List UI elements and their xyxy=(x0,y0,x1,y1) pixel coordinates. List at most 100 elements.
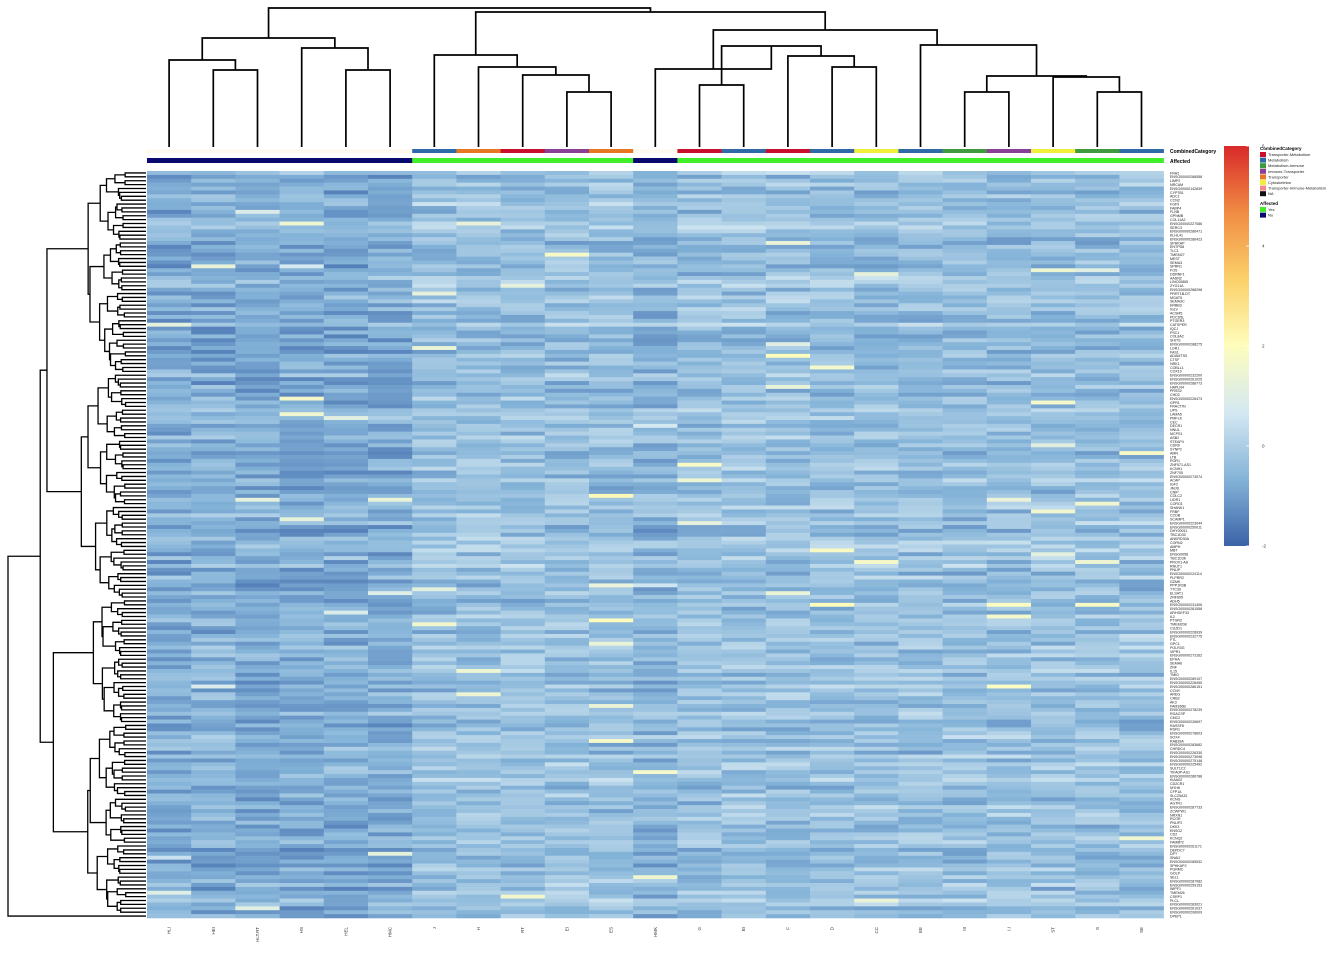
heatmap-cell xyxy=(544,684,590,689)
heatmap-cell xyxy=(677,649,722,654)
heatmap-cell xyxy=(235,871,280,876)
gene-label: ENSG00000278603 xyxy=(1170,732,1202,736)
heatmap-cell xyxy=(191,396,236,401)
heatmap-cell xyxy=(721,836,767,841)
heatmap-cell xyxy=(1119,435,1164,440)
dendrogram-branch xyxy=(114,641,125,652)
heatmap-cell xyxy=(986,785,1032,790)
heatmap-cell xyxy=(500,490,546,495)
heatmap-cell xyxy=(235,750,280,755)
heatmap-cell xyxy=(1119,707,1164,713)
heatmap-cell xyxy=(412,855,457,860)
heatmap-cell xyxy=(898,521,943,526)
heatmap-cell xyxy=(1119,178,1164,183)
heatmap-cell xyxy=(544,583,590,588)
heatmap-cell xyxy=(1075,707,1120,713)
heatmap-cell xyxy=(633,571,678,576)
heatmap-cell xyxy=(942,174,988,180)
heatmap-cell xyxy=(544,847,590,853)
heatmap-cell xyxy=(544,416,590,421)
heatmap-cell xyxy=(898,400,943,405)
heatmap-cell xyxy=(986,287,1032,292)
heatmap-cell xyxy=(765,696,811,701)
heatmap-cell xyxy=(500,478,546,483)
heatmap-cell xyxy=(810,466,855,471)
heatmap-cell xyxy=(677,598,722,604)
heatmap-cell xyxy=(323,719,369,724)
heatmap-cell xyxy=(1075,322,1120,327)
dendrogram-branch xyxy=(114,661,119,675)
heatmap-cell xyxy=(500,186,546,191)
heatmap-cell xyxy=(854,618,899,623)
heatmap-cell xyxy=(721,396,767,401)
heatmap-cell xyxy=(589,816,634,822)
heatmap-cell xyxy=(191,427,236,432)
heatmap-cell xyxy=(412,707,457,713)
heatmap-cell xyxy=(942,412,988,417)
heatmap-cell xyxy=(765,567,811,573)
heatmap-cell xyxy=(235,680,280,685)
heatmap-cell xyxy=(323,388,369,394)
dendrogram-branch xyxy=(124,401,146,408)
heatmap-cell xyxy=(986,276,1032,281)
heatmap-cell xyxy=(677,486,722,491)
heatmap-cell xyxy=(721,248,767,253)
heatmap-cell xyxy=(323,233,369,238)
heatmap-cell xyxy=(942,408,988,413)
heatmap-cell xyxy=(279,365,325,370)
heatmap-cell xyxy=(898,622,943,627)
heatmap-cell xyxy=(456,384,501,390)
heatmap-cell xyxy=(500,863,546,868)
heatmap-cell xyxy=(544,544,590,549)
heatmap-cell xyxy=(412,630,457,635)
heatmap-cell xyxy=(854,777,899,783)
heatmap-cell xyxy=(412,781,457,787)
heatmap-cell xyxy=(191,361,236,366)
heatmap-cell xyxy=(898,252,943,257)
heatmap-cell xyxy=(279,902,325,907)
heatmap-cell xyxy=(1119,715,1164,720)
heatmap-cell xyxy=(544,490,590,495)
heatmap-cell xyxy=(721,665,767,670)
sample-label: ST xyxy=(1051,927,1056,933)
heatmap-cell xyxy=(1031,540,1076,545)
heatmap-cell xyxy=(412,715,457,720)
heatmap-cell xyxy=(544,579,590,584)
heatmap-cell xyxy=(235,334,280,339)
heatmap-cell xyxy=(544,447,590,452)
heatmap-cell xyxy=(544,641,590,646)
heatmap-cell xyxy=(235,789,280,794)
dendrogram-branch xyxy=(300,47,369,147)
heatmap-cell xyxy=(323,894,369,899)
heatmap-cell xyxy=(589,279,634,285)
heatmap-cell xyxy=(147,299,192,304)
heatmap-cell xyxy=(898,451,943,456)
heatmap-cell xyxy=(412,560,457,565)
heatmap-cell xyxy=(721,517,767,522)
heatmap-cell xyxy=(235,365,280,370)
heatmap-cell xyxy=(500,875,546,880)
heatmap-cell xyxy=(544,595,590,600)
heatmap-cell xyxy=(368,882,413,888)
heatmap-cell xyxy=(1031,571,1076,576)
heatmap-cell xyxy=(191,252,236,257)
heatmap-cell xyxy=(633,244,678,250)
heatmap-cell xyxy=(810,357,855,362)
heatmap-cell xyxy=(677,894,722,899)
heatmap-cell xyxy=(323,521,369,526)
heatmap-cell xyxy=(412,680,457,685)
heatmap-cell xyxy=(898,186,943,191)
heatmap-cell xyxy=(235,353,280,359)
heatmap-cell xyxy=(633,665,678,670)
heatmap-cell xyxy=(765,820,811,825)
heatmap-cell xyxy=(1119,777,1164,783)
category-annotation-cell xyxy=(898,149,943,153)
heatmap-cell xyxy=(633,567,678,573)
heatmap-cell xyxy=(147,252,192,257)
heatmap-cell xyxy=(633,575,678,580)
heatmap-cell xyxy=(368,486,413,491)
heatmap-cell xyxy=(677,182,722,187)
heatmap-cell xyxy=(456,571,501,576)
heatmap-cell xyxy=(721,279,767,285)
heatmap-cell xyxy=(765,727,811,732)
